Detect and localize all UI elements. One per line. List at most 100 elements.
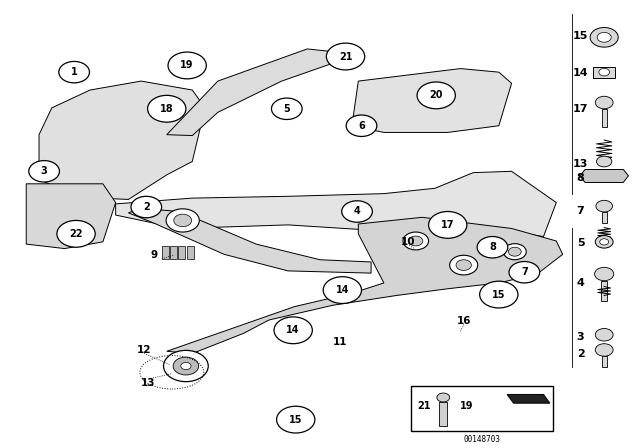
Text: 00148703: 00148703 [464,435,500,444]
Circle shape [595,328,613,341]
Circle shape [599,69,609,76]
Text: 6: 6 [358,121,365,131]
Circle shape [590,27,618,47]
Circle shape [164,350,208,382]
Circle shape [429,211,467,238]
Text: 18: 18 [160,104,173,114]
Polygon shape [580,169,628,182]
Bar [602,109,607,127]
Circle shape [450,255,477,275]
Text: 22: 22 [69,229,83,239]
Circle shape [437,393,450,402]
Circle shape [596,156,612,167]
Text: 9: 9 [150,250,157,260]
Bar [162,246,169,259]
Text: 8: 8 [489,242,496,252]
Text: 2: 2 [577,349,584,358]
Circle shape [509,262,540,283]
Text: 16: 16 [456,316,471,326]
Circle shape [596,200,612,212]
Bar [485,401,490,427]
Polygon shape [352,69,511,133]
Text: 13: 13 [140,378,155,388]
Circle shape [131,196,162,218]
Circle shape [595,344,613,356]
Circle shape [503,244,526,260]
Text: 11: 11 [333,337,348,347]
Bar [170,246,177,259]
Text: 5: 5 [284,104,290,114]
Text: 21: 21 [417,401,431,411]
Text: 19: 19 [460,401,474,411]
Text: 4: 4 [354,207,360,216]
Text: 5: 5 [577,238,584,248]
Circle shape [274,317,312,344]
Circle shape [166,209,199,232]
Bar [440,402,447,426]
Circle shape [59,61,90,83]
Text: 14: 14 [287,325,300,335]
Circle shape [595,236,613,248]
Circle shape [148,95,186,122]
Circle shape [600,239,609,245]
Text: 19: 19 [180,60,194,70]
Text: 12: 12 [136,345,151,355]
Circle shape [417,82,456,109]
Circle shape [180,362,191,370]
Bar [602,356,607,367]
Circle shape [173,214,191,227]
Circle shape [276,406,315,433]
Circle shape [29,160,60,182]
Text: 15: 15 [289,414,303,425]
Circle shape [346,115,377,137]
Text: 15: 15 [573,31,588,41]
Circle shape [595,267,614,281]
Text: 3: 3 [41,166,47,177]
Text: 14: 14 [573,68,588,78]
Bar [593,67,615,78]
Circle shape [479,281,518,308]
Text: 2: 2 [143,202,150,212]
Bar [602,212,607,223]
Polygon shape [39,81,205,199]
Polygon shape [26,184,116,249]
Text: 15: 15 [492,289,506,300]
Circle shape [597,32,611,42]
Polygon shape [129,208,371,273]
Bar [178,246,185,259]
Text: 7: 7 [521,267,528,277]
Polygon shape [507,394,550,403]
Text: 10: 10 [401,237,415,247]
Circle shape [480,390,495,401]
Circle shape [477,237,508,258]
Polygon shape [116,171,556,237]
Circle shape [57,220,95,247]
Text: 21: 21 [339,52,352,61]
Circle shape [342,201,372,222]
Circle shape [173,357,198,375]
Text: 7: 7 [577,206,584,215]
Circle shape [271,98,302,120]
Text: 13: 13 [573,159,588,169]
Text: 17: 17 [441,220,454,230]
Polygon shape [167,217,563,353]
Circle shape [323,277,362,303]
Circle shape [168,52,206,79]
Circle shape [403,232,429,250]
FancyBboxPatch shape [412,386,553,431]
Text: 3: 3 [577,332,584,341]
Text: 4: 4 [577,278,584,288]
Circle shape [409,236,423,246]
Bar [602,281,607,301]
Circle shape [595,96,613,109]
Circle shape [456,260,471,271]
Text: 20: 20 [429,90,443,100]
Circle shape [326,43,365,70]
Text: 17: 17 [573,104,588,114]
Text: 14: 14 [335,285,349,295]
Text: 8: 8 [577,173,584,183]
Circle shape [508,247,521,256]
Text: 1: 1 [71,67,77,77]
Polygon shape [167,49,358,136]
Bar [186,246,193,259]
